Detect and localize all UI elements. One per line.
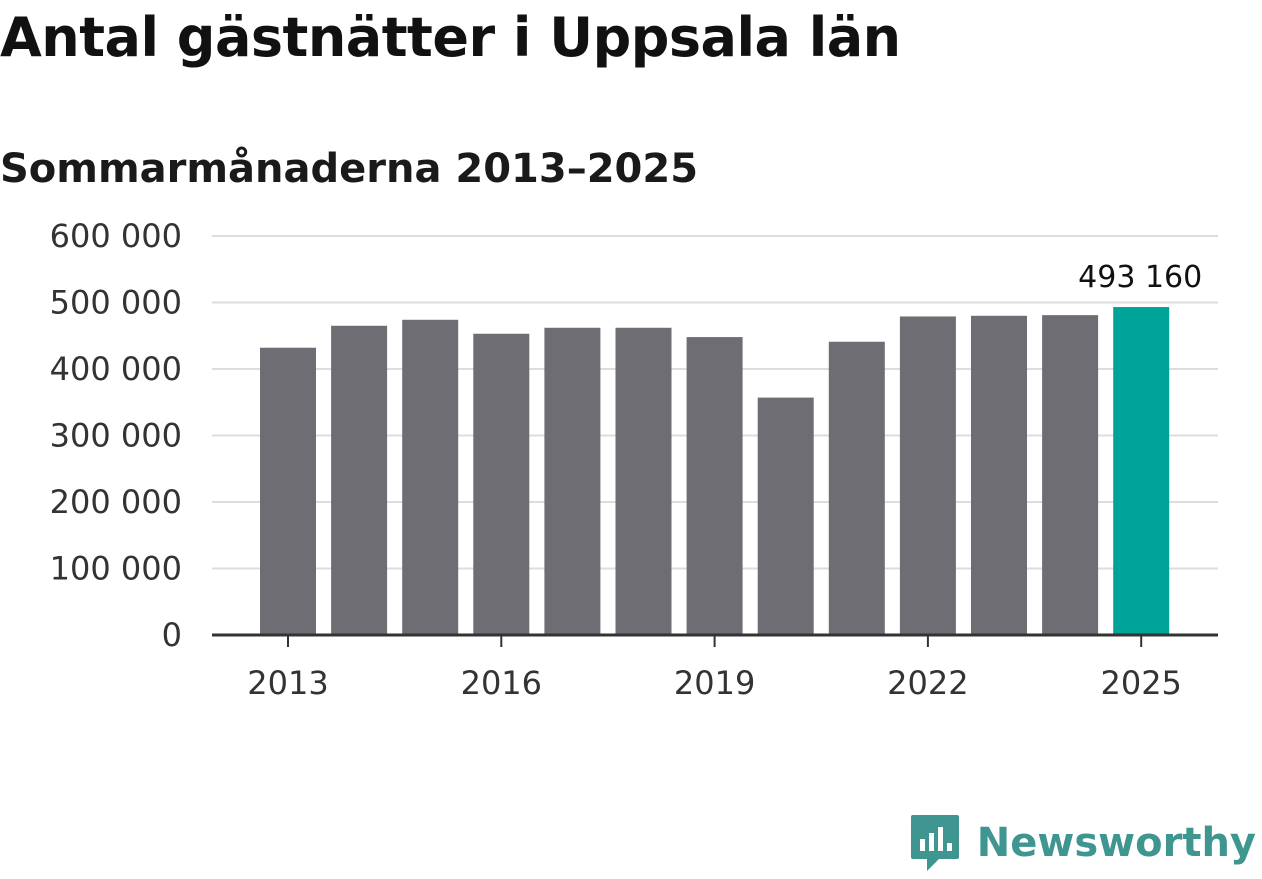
y-tick-label: 600 000 [50, 217, 182, 255]
newsworthy-logo: Newsworthy [909, 813, 1256, 873]
bar-2019 [686, 337, 743, 635]
bar-2013 [260, 347, 316, 635]
bars [260, 307, 1170, 635]
chart-subtitle: Sommarmånaderna 2013–2025 [0, 146, 699, 192]
bar-2017 [544, 327, 601, 635]
y-tick-label: 0 [162, 616, 182, 654]
bar-2021 [828, 341, 885, 635]
bar-value-label: 493 160 [1078, 260, 1202, 295]
bar-2015 [402, 319, 459, 635]
bar-2018 [615, 327, 672, 635]
x-tick-label: 2019 [674, 664, 755, 702]
bar-2025 [1113, 307, 1170, 635]
x-tick-label: 2013 [247, 664, 328, 702]
bar-2020 [757, 397, 814, 635]
y-tick-label: 500 000 [50, 284, 182, 322]
x-tick-label: 2016 [461, 664, 542, 702]
bar-2022 [899, 316, 956, 635]
x-axis-ticks: 2013 2016 2019 2022 2025 [247, 635, 1182, 702]
brand-name: Newsworthy [976, 820, 1256, 866]
y-tick-label: 100 000 [50, 550, 182, 588]
y-tick-label: 300 000 [50, 417, 182, 455]
chart-title: Antal gästnätter i Uppsala län [0, 6, 901, 69]
x-tick-label: 2025 [1100, 664, 1181, 702]
bar-2024 [1042, 315, 1099, 635]
bar-2016 [473, 333, 530, 635]
y-tick-label: 200 000 [50, 483, 182, 521]
y-axis-ticks: 0 100 000 200 000 300 000 400 000 500 000 600 … [50, 217, 182, 654]
y-tick-label: 400 000 [50, 350, 182, 388]
x-tick-label: 2022 [887, 664, 968, 702]
bar-2014 [331, 325, 388, 635]
newsworthy-logo-icon [910, 815, 959, 871]
bar-2023 [971, 315, 1027, 635]
